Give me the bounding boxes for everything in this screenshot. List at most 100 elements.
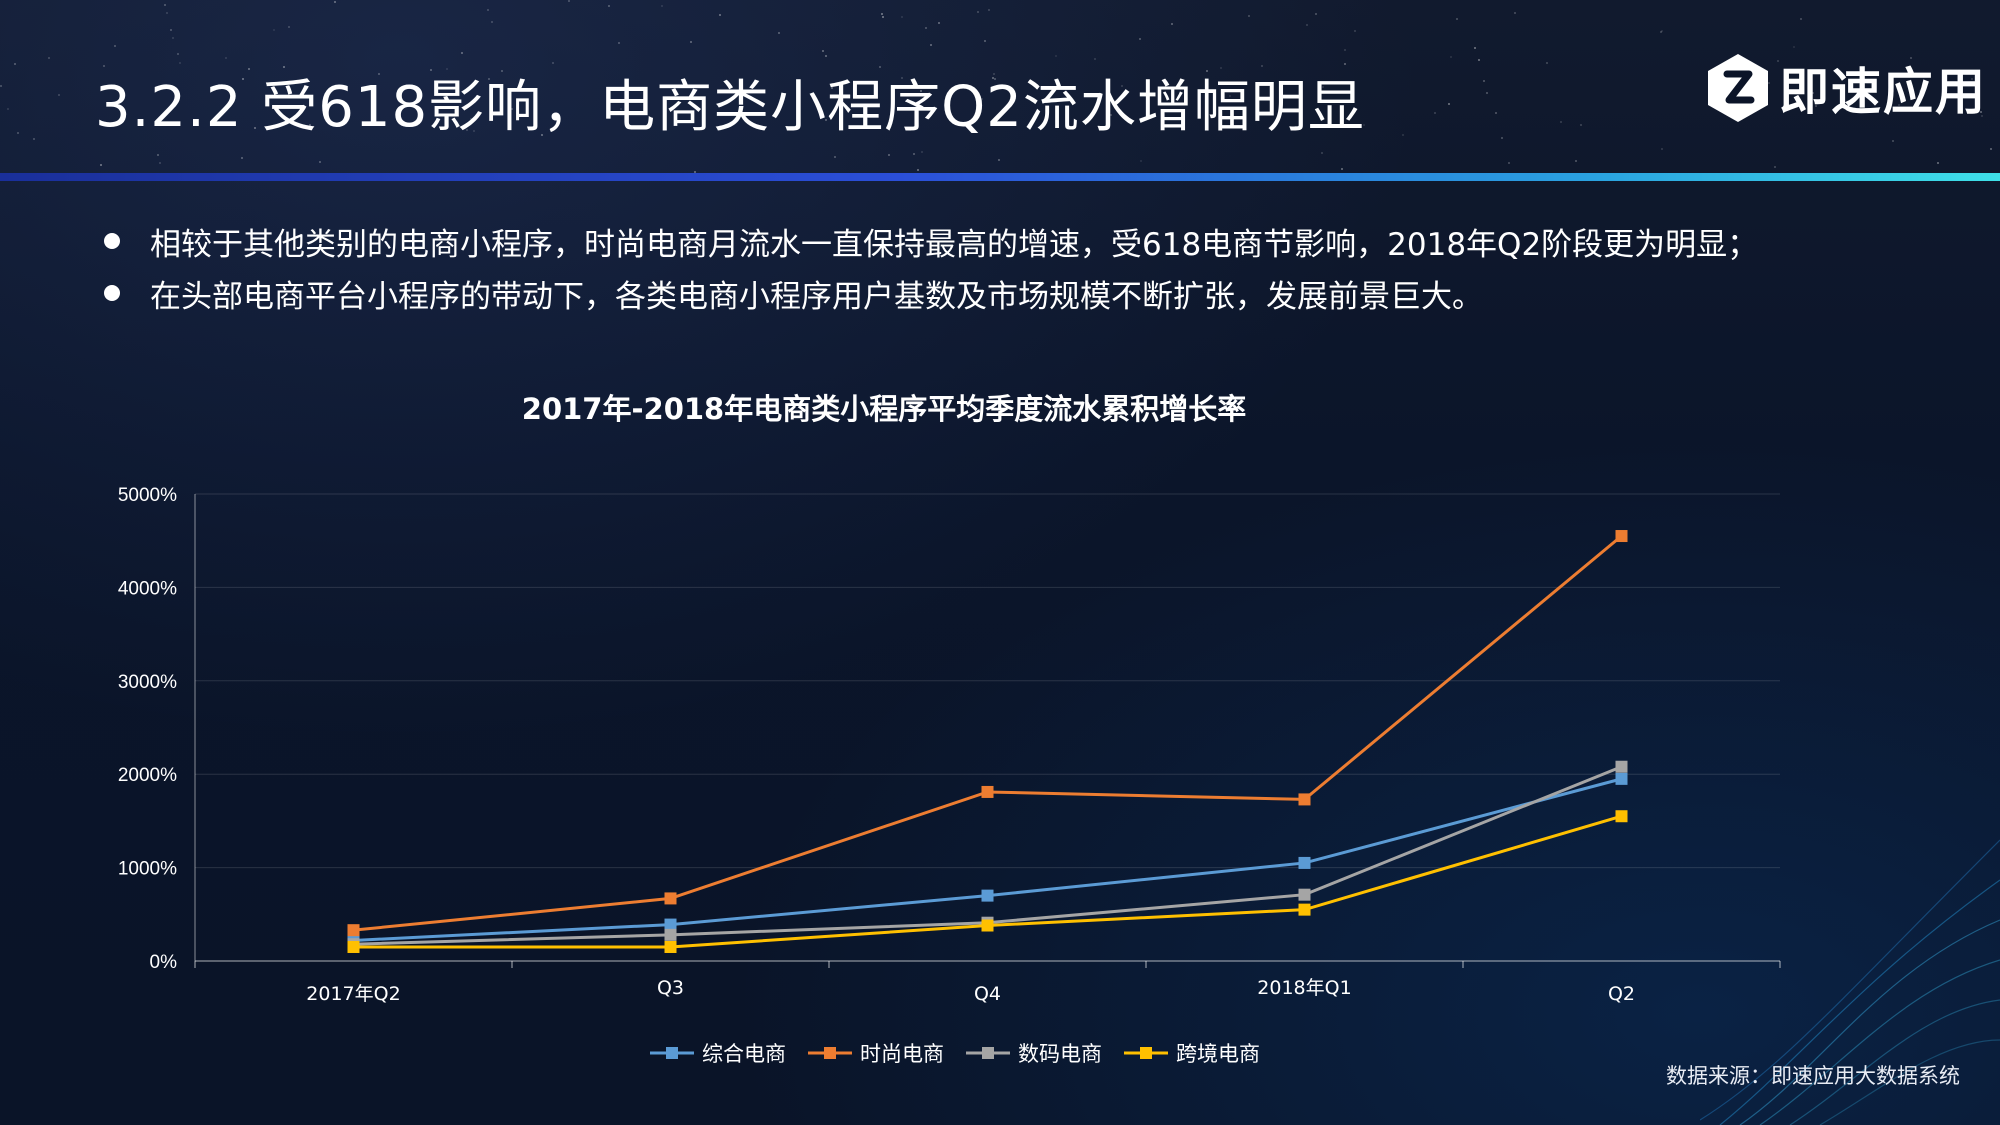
- star: [1494, 112, 1497, 115]
- slide-title: 3.2.2 受618影响，电商类小程序Q2流水增幅明显: [95, 75, 1365, 140]
- star: [1891, 140, 1894, 143]
- star: [1305, 23, 1308, 26]
- star: [1560, 121, 1563, 124]
- x-tick-label: 2018年Q1: [1257, 977, 1351, 999]
- data-point: [664, 892, 677, 905]
- star: [100, 164, 103, 167]
- legend-swatch-marker: [824, 1047, 836, 1059]
- star: [241, 77, 244, 80]
- logo: 即速应用: [1705, 52, 1987, 124]
- data-point: [347, 940, 360, 953]
- data-point: [664, 918, 677, 931]
- star: [1353, 29, 1356, 32]
- logo-text: 即速应用: [1779, 63, 1987, 121]
- star: [225, 57, 228, 60]
- legend-label: 跨境电商: [1176, 1042, 1260, 1066]
- star: [1897, 104, 1900, 107]
- star: [176, 53, 179, 56]
- star: [976, 11, 979, 14]
- bullet-text: 在头部电商平台小程序的带动下，各类电商小程序用户基数及市场规模不断扩张，发展前景…: [150, 278, 1483, 315]
- star: [619, 107, 622, 110]
- star: [988, 9, 991, 12]
- star: [690, 40, 693, 43]
- star: [16, 132, 19, 135]
- star: [490, 21, 493, 24]
- star: [57, 93, 60, 96]
- star: [1501, 136, 1504, 139]
- star: [661, 4, 664, 7]
- data-point: [981, 919, 994, 932]
- star: [254, 127, 257, 130]
- star: [879, 66, 882, 68]
- star: [882, 15, 885, 18]
- star: [825, 54, 828, 57]
- star: [1314, 13, 1317, 16]
- star: [218, 83, 221, 86]
- x-tick-label: Q3: [657, 977, 684, 999]
- star: [1260, 64, 1263, 67]
- bullet-dot-icon: [104, 285, 120, 301]
- star: [824, 119, 827, 122]
- star: [48, 56, 51, 59]
- star: [14, 62, 16, 65]
- star: [1661, 29, 1664, 32]
- star: [1910, 56, 1913, 59]
- decorative-wave: [1700, 839, 2000, 1125]
- star: [992, 73, 995, 76]
- star: [287, 25, 290, 28]
- star: [1094, 57, 1097, 60]
- star: [1800, 18, 1803, 21]
- star: [1514, 11, 1517, 14]
- star: [1661, 147, 1664, 150]
- star: [487, 77, 490, 80]
- star: [33, 137, 36, 140]
- y-tick-label: 4000%: [118, 578, 177, 599]
- star: [540, 134, 543, 137]
- star: [1486, 92, 1489, 95]
- data-point: [1298, 856, 1311, 869]
- star: [378, 73, 381, 76]
- star: [1580, 123, 1583, 126]
- star: [1228, 94, 1231, 97]
- star: [1507, 161, 1510, 164]
- star: [1792, 46, 1795, 49]
- y-tick-label: 2000%: [118, 765, 177, 786]
- y-tick-label: 3000%: [118, 672, 177, 693]
- star: [1773, 165, 1776, 168]
- star: [1812, 92, 1815, 95]
- star: [240, 157, 243, 160]
- star: [1815, 104, 1818, 107]
- data-point: [1298, 903, 1311, 916]
- star: [273, 28, 276, 31]
- star: [308, 123, 311, 126]
- star: [1456, 18, 1459, 21]
- star: [1220, 67, 1223, 70]
- chart-title: 2017年-2018年电商类小程序平均季度流水累积增长率: [521, 392, 1247, 426]
- star: [165, 11, 168, 14]
- star: [157, 153, 160, 156]
- star: [247, 68, 250, 71]
- star: [984, 40, 987, 43]
- logo-hexagon-icon: [1708, 54, 1768, 122]
- star: [163, 3, 166, 6]
- bullet-text: 相较于其他类别的电商小程序，时尚电商月流水一直保持最高的增速，受618电商节影响…: [150, 226, 1759, 263]
- star: [617, 42, 620, 45]
- bullet-item: 在头部电商平台小程序的带动下，各类电商小程序用户基数及市场规模不断扩张，发展前景…: [100, 267, 1980, 319]
- star: [938, 21, 941, 24]
- star: [1401, 134, 1404, 137]
- star: [7, 108, 10, 111]
- star: [159, 162, 162, 165]
- legend-swatch-marker: [666, 1047, 678, 1059]
- data-point: [664, 940, 677, 953]
- star: [1363, 123, 1366, 126]
- star: [1447, 102, 1450, 105]
- star: [929, 43, 932, 46]
- star: [993, 77, 996, 80]
- slide-header: 3.2.2 受618影响，电商类小程序Q2流水增幅明显 即速应用: [0, 0, 2000, 181]
- data-point: [664, 928, 677, 941]
- star: [1660, 31, 1663, 34]
- star: [446, 68, 449, 71]
- star: [925, 27, 928, 30]
- star: [501, 70, 504, 73]
- star: [430, 68, 433, 71]
